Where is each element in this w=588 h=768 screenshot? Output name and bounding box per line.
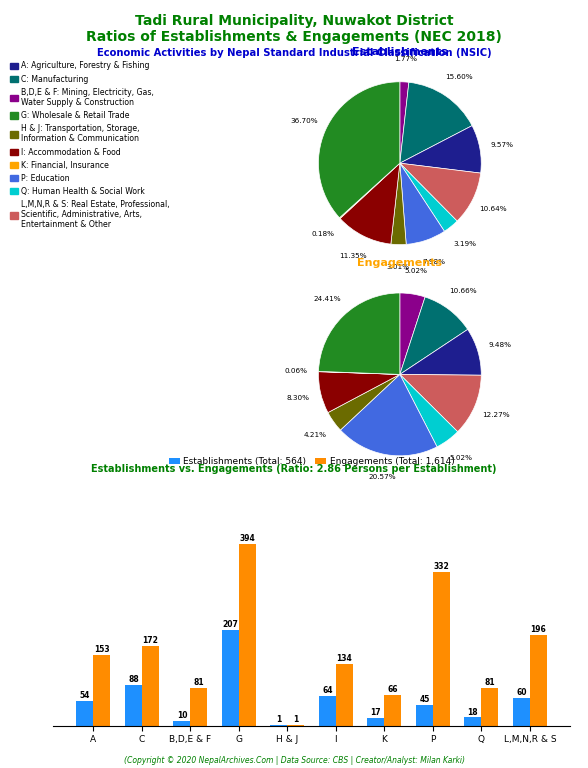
- Bar: [513, 698, 530, 726]
- Wedge shape: [328, 375, 400, 430]
- Text: 45: 45: [419, 695, 430, 704]
- Wedge shape: [319, 293, 400, 375]
- Text: 15.60%: 15.60%: [445, 74, 473, 81]
- Text: 17: 17: [370, 708, 381, 717]
- Text: 9.57%: 9.57%: [491, 141, 514, 147]
- Bar: [319, 696, 336, 726]
- Text: 88: 88: [128, 675, 139, 684]
- Text: Ratios of Establishments & Engagements (NEC 2018): Ratios of Establishments & Engagements (…: [86, 30, 502, 44]
- Text: Economic Activities by Nepal Standard Industrial Classification (NSIC): Economic Activities by Nepal Standard In…: [96, 48, 492, 58]
- Bar: [465, 717, 482, 726]
- Bar: [222, 630, 239, 726]
- Wedge shape: [400, 293, 425, 375]
- Text: 12.27%: 12.27%: [482, 412, 510, 418]
- Wedge shape: [340, 163, 400, 244]
- Wedge shape: [400, 163, 445, 244]
- Text: 172: 172: [142, 636, 158, 645]
- Text: 10.64%: 10.64%: [480, 206, 507, 212]
- Text: 60: 60: [516, 688, 527, 697]
- Wedge shape: [319, 81, 400, 218]
- Bar: [125, 685, 142, 726]
- Text: 134: 134: [336, 654, 352, 663]
- Wedge shape: [340, 375, 437, 455]
- Text: 0.18%: 0.18%: [312, 230, 335, 237]
- Text: 1.77%: 1.77%: [394, 56, 417, 62]
- Bar: [530, 635, 547, 726]
- Text: 24.41%: 24.41%: [314, 296, 342, 303]
- Text: 0.06%: 0.06%: [284, 368, 307, 374]
- Wedge shape: [400, 375, 457, 447]
- Text: 66: 66: [387, 685, 398, 694]
- Bar: [191, 688, 208, 726]
- Wedge shape: [339, 163, 400, 218]
- Text: 11.35%: 11.35%: [339, 253, 367, 260]
- Text: 207: 207: [222, 620, 238, 629]
- Bar: [416, 705, 433, 726]
- Text: 10.66%: 10.66%: [449, 289, 477, 294]
- Wedge shape: [319, 372, 400, 412]
- Wedge shape: [400, 163, 480, 221]
- Bar: [385, 695, 402, 726]
- Wedge shape: [400, 297, 467, 375]
- Text: 8.30%: 8.30%: [287, 395, 310, 401]
- Wedge shape: [400, 82, 472, 163]
- Bar: [482, 688, 499, 726]
- Bar: [173, 721, 191, 726]
- Text: 153: 153: [94, 645, 110, 654]
- Text: 20.57%: 20.57%: [368, 474, 396, 480]
- Text: 5.02%: 5.02%: [450, 455, 473, 462]
- Text: 4.21%: 4.21%: [303, 432, 326, 438]
- Bar: [93, 655, 111, 726]
- Text: 196: 196: [530, 625, 546, 634]
- Bar: [239, 544, 256, 726]
- Text: 1: 1: [293, 715, 299, 724]
- Text: 81: 81: [193, 678, 204, 687]
- Text: 1: 1: [276, 715, 282, 724]
- Text: 3.19%: 3.19%: [454, 241, 477, 247]
- Text: 9.48%: 9.48%: [488, 342, 511, 348]
- Text: 394: 394: [239, 534, 255, 542]
- Text: Establishments vs. Engagements (Ratio: 2.86 Persons per Establishment): Establishments vs. Engagements (Ratio: 2…: [91, 464, 497, 474]
- Text: 81: 81: [485, 678, 495, 687]
- Text: 332: 332: [433, 562, 449, 571]
- Text: 54: 54: [80, 691, 90, 700]
- Bar: [368, 718, 385, 726]
- Text: 18: 18: [467, 707, 478, 717]
- Wedge shape: [400, 163, 457, 231]
- Text: (Copyright © 2020 NepalArchives.Com | Data Source: CBS | Creator/Analyst: Milan : (Copyright © 2020 NepalArchives.Com | Da…: [123, 756, 465, 765]
- Wedge shape: [400, 126, 481, 173]
- Title: Engagements: Engagements: [358, 258, 442, 268]
- Bar: [142, 646, 159, 726]
- Wedge shape: [391, 163, 406, 244]
- Text: 7.98%: 7.98%: [422, 259, 445, 265]
- Text: 64: 64: [322, 687, 333, 695]
- Wedge shape: [319, 372, 400, 375]
- Text: 5.02%: 5.02%: [405, 269, 427, 274]
- Bar: [336, 664, 353, 726]
- Text: Tadi Rural Municipality, Nuwakot District: Tadi Rural Municipality, Nuwakot Distric…: [135, 14, 453, 28]
- Text: 3.01%: 3.01%: [387, 264, 410, 270]
- Wedge shape: [400, 375, 481, 432]
- Wedge shape: [400, 329, 481, 376]
- Legend: Establishments (Total: 564), Engagements (Total: 1,614): Establishments (Total: 564), Engagements…: [165, 453, 458, 470]
- Title: Establishments: Establishments: [352, 47, 447, 57]
- Text: 10: 10: [176, 711, 187, 720]
- Wedge shape: [400, 81, 409, 163]
- Bar: [76, 700, 93, 726]
- Legend: A: Agriculture, Forestry & Fishing, C: Manufacturing, B,D,E & F: Mining, Electri: A: Agriculture, Forestry & Fishing, C: M…: [10, 61, 170, 230]
- Bar: [433, 572, 450, 726]
- Text: 36.70%: 36.70%: [291, 118, 319, 124]
